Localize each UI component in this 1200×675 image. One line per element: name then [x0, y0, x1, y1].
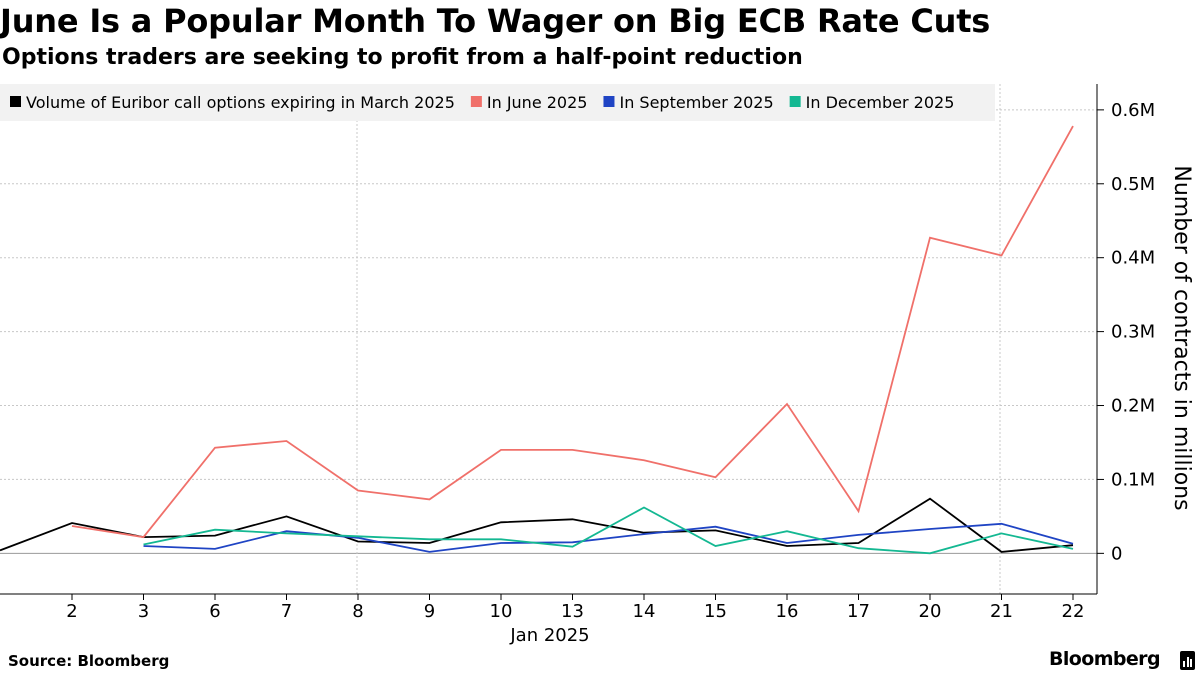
- axes: 0 0.1M 0.2M 0.3M 0.4M 0.5M 0.6M 2 3 6 7 8 9 10 13 14 15 1…: [0, 84, 1194, 646]
- x-tick-label: 8: [352, 601, 363, 622]
- y-tick-label: 0.3M: [1111, 322, 1155, 343]
- series-group: [0, 125, 1074, 555]
- x-tick-label: 22: [1062, 601, 1085, 622]
- x-tick-label: 17: [847, 601, 870, 622]
- legend: Volume of Euribor call options expiring …: [0, 84, 995, 121]
- legend-swatch: [10, 96, 21, 107]
- x-tick-label: 2: [66, 601, 77, 622]
- x-tick-label: 3: [138, 601, 149, 622]
- y-tick-label: 0.5M: [1111, 174, 1155, 195]
- x-tick-label: 20: [919, 601, 942, 622]
- series-line-1: [0, 497, 1074, 553]
- legend-swatch: [470, 96, 482, 107]
- chart-title: June Is a Popular Month To Wager on Big …: [0, 2, 991, 40]
- legend-swatch: [789, 96, 801, 107]
- x-tick-label: 16: [776, 601, 799, 622]
- x-tick-label: 21: [990, 601, 1013, 622]
- chart-subtitle: Options traders are seeking to profit fr…: [2, 45, 803, 70]
- y-tick-label: 0: [1111, 543, 1122, 564]
- y-axis-label: Number of contracts in millions: [1169, 165, 1194, 510]
- y-tick-label: 0.6M: [1111, 100, 1155, 121]
- legend-label: In June 2025: [487, 93, 588, 112]
- x-tick-label: 6: [209, 601, 220, 622]
- x-tick-label: 15: [704, 601, 727, 622]
- series-line-3: [143, 522, 1074, 553]
- legend-label: Volume of Euribor call options expiring …: [26, 93, 455, 112]
- legend-swatch: [603, 96, 615, 107]
- series-line-4: [143, 506, 1074, 555]
- legend-label: In September 2025: [619, 93, 773, 112]
- series-line-2: [71, 125, 1074, 539]
- x-tick-label: 14: [633, 601, 656, 622]
- x-tick-label: 9: [424, 601, 435, 622]
- x-tick-label: 13: [561, 601, 584, 622]
- x-tick-label: 7: [281, 601, 292, 622]
- x-axis-label: Jan 2025: [509, 625, 589, 646]
- legend-background: [0, 84, 995, 121]
- y-tick-label: 0.4M: [1111, 248, 1155, 269]
- y-tick-label: 0.1M: [1111, 469, 1155, 490]
- grid: [0, 84, 1097, 594]
- bloomberg-logo-icon: [1180, 651, 1195, 670]
- source-note: Source: Bloomberg: [8, 652, 170, 670]
- x-tick-label: 10: [490, 601, 513, 622]
- legend-label: In December 2025: [806, 93, 955, 112]
- y-tick-label: 0.2M: [1111, 396, 1155, 417]
- brand-logo-text: Bloomberg: [1049, 648, 1161, 670]
